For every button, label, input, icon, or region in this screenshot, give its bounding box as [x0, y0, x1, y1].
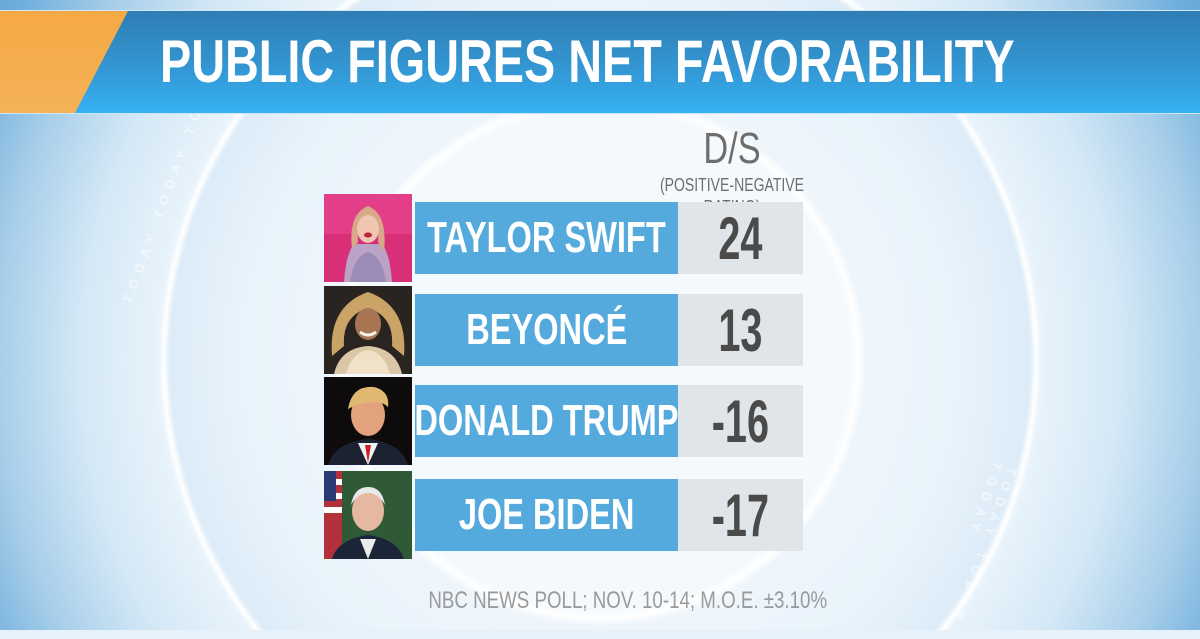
net-rating-value: 13: [718, 296, 763, 364]
value-box: -16: [678, 385, 803, 457]
donald-trump-photo: [324, 377, 412, 465]
person-name: TAYLOR SWIFT: [427, 213, 666, 262]
value-box: 24: [678, 202, 803, 274]
name-bar: TAYLOR SWIFT: [415, 202, 678, 274]
title-banner: PUBLIC FIGURES NET FAVORABILITY: [0, 10, 1200, 114]
joe-biden-photo: [324, 471, 412, 559]
name-bar: DONALD TRUMP: [414, 385, 679, 457]
person-name: JOE BIDEN: [458, 490, 635, 539]
source-note: NBC NEWS POLL; NOV. 10-14; M.O.E. ±3.10%: [428, 587, 828, 614]
table-row: TAYLOR SWIFT 24: [324, 194, 804, 282]
value-box: 13: [678, 294, 803, 366]
person-name: BEYONCÉ: [465, 305, 628, 354]
name-bar: BEYONCÉ: [415, 294, 678, 366]
table-row: JOE BIDEN -17: [324, 471, 804, 559]
table-row: BEYONCÉ 13: [324, 286, 804, 374]
column-heading: D/S: [703, 124, 761, 173]
taylor-swift-photo: [324, 194, 412, 282]
net-rating-value: -16: [711, 387, 770, 455]
table-row: DONALD TRUMP -16: [324, 377, 804, 465]
orange-accent-wedge: [0, 11, 128, 113]
value-box: -17: [678, 479, 803, 551]
person-name: DONALD TRUMP: [414, 396, 679, 445]
net-rating-value: 24: [718, 204, 763, 272]
page-title: PUBLIC FIGURES NET FAVORABILITY: [160, 28, 1015, 95]
net-rating-value: -17: [711, 481, 770, 549]
beyonce-photo: [324, 286, 412, 374]
name-bar: JOE BIDEN: [415, 479, 678, 551]
